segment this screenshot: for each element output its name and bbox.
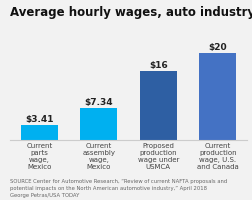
- Bar: [80, 108, 117, 140]
- Text: $16: $16: [149, 61, 168, 70]
- Text: Average hourly wages, auto industry: Average hourly wages, auto industry: [10, 6, 252, 19]
- Text: $3.41: $3.41: [25, 115, 53, 124]
- Bar: [140, 71, 177, 140]
- Bar: [21, 125, 58, 140]
- Text: $20: $20: [208, 43, 227, 52]
- Text: SOURCE Center for Automotive Research, “Review of current NAFTA proposals and
po: SOURCE Center for Automotive Research, “…: [10, 179, 227, 198]
- Text: $7.34: $7.34: [84, 98, 113, 107]
- Bar: [199, 53, 236, 140]
